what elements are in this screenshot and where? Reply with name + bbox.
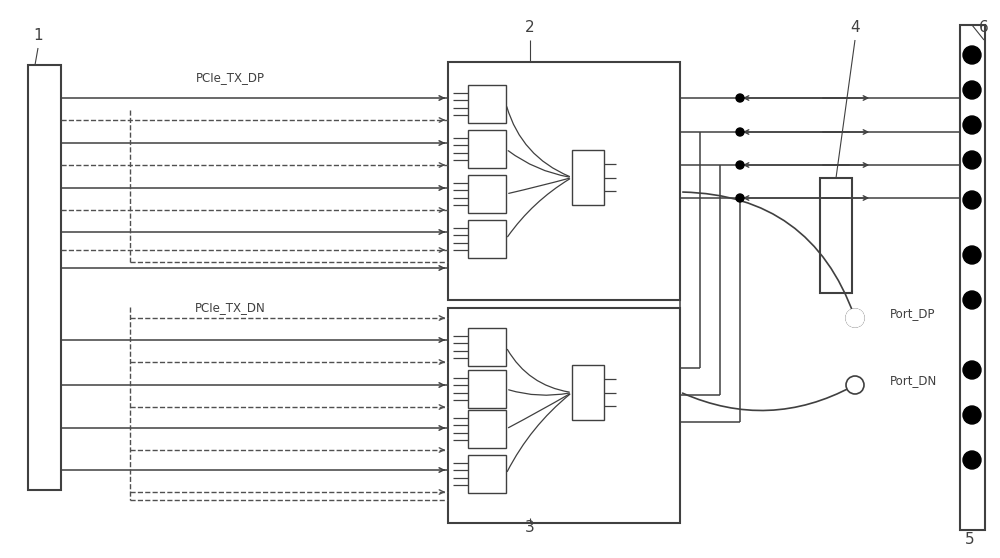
Text: 6: 6 bbox=[979, 21, 989, 36]
Text: PCIe_TX_DN: PCIe_TX_DN bbox=[195, 301, 265, 315]
Bar bbox=[468, 130, 506, 168]
Circle shape bbox=[736, 128, 744, 136]
Text: 2: 2 bbox=[525, 21, 535, 36]
Bar bbox=[572, 150, 604, 205]
Text: 4: 4 bbox=[850, 21, 860, 36]
Circle shape bbox=[963, 361, 981, 379]
Bar bbox=[468, 370, 506, 408]
Bar bbox=[468, 175, 506, 213]
Text: 1: 1 bbox=[33, 27, 43, 42]
Circle shape bbox=[736, 94, 744, 102]
Circle shape bbox=[963, 116, 981, 134]
Circle shape bbox=[846, 376, 864, 394]
Bar bbox=[468, 455, 506, 493]
Text: Port_DP: Port_DP bbox=[890, 307, 936, 320]
Bar bbox=[572, 365, 604, 420]
Circle shape bbox=[963, 246, 981, 264]
Circle shape bbox=[736, 194, 744, 202]
Bar bbox=[448, 62, 680, 300]
Circle shape bbox=[963, 191, 981, 209]
Bar bbox=[468, 220, 506, 258]
Bar bbox=[448, 308, 680, 523]
Bar bbox=[960, 25, 985, 530]
Bar bbox=[468, 328, 506, 366]
Text: PCIe_TX_DP: PCIe_TX_DP bbox=[196, 71, 264, 84]
Circle shape bbox=[963, 291, 981, 309]
Text: 3: 3 bbox=[525, 521, 535, 536]
Bar bbox=[468, 410, 506, 448]
Circle shape bbox=[963, 46, 981, 64]
Circle shape bbox=[963, 81, 981, 99]
Circle shape bbox=[963, 151, 981, 169]
Circle shape bbox=[846, 309, 864, 327]
Circle shape bbox=[846, 309, 864, 327]
Circle shape bbox=[963, 406, 981, 424]
Text: 5: 5 bbox=[965, 532, 975, 547]
Bar bbox=[820, 178, 852, 293]
Bar bbox=[28, 65, 61, 490]
Circle shape bbox=[736, 161, 744, 169]
Text: Port_DN: Port_DN bbox=[890, 374, 937, 387]
Circle shape bbox=[963, 451, 981, 469]
Bar bbox=[468, 85, 506, 123]
